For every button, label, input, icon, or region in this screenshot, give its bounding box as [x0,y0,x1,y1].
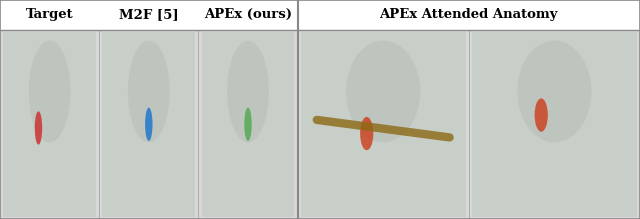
Bar [0,0,640,30]
Bar [102,32,195,217]
Ellipse shape [128,41,170,142]
Text: M2F [5]: M2F [5] [119,8,179,21]
Bar [3,32,96,217]
Bar [202,32,294,217]
Ellipse shape [517,41,591,142]
Bar [468,30,640,219]
Bar [298,30,468,219]
Ellipse shape [534,98,548,132]
Bar [472,32,637,217]
Ellipse shape [145,108,152,141]
Text: APEx Attended Anatomy: APEx Attended Anatomy [380,8,558,21]
Ellipse shape [29,41,70,142]
Bar [198,30,298,219]
Bar [301,32,465,217]
Ellipse shape [35,111,42,145]
Text: Target: Target [26,8,74,21]
Text: APEx (ours): APEx (ours) [204,8,292,21]
Ellipse shape [360,117,373,150]
Ellipse shape [346,41,420,142]
Bar [99,30,198,219]
Ellipse shape [244,108,252,141]
Bar [0,30,99,219]
Ellipse shape [227,41,269,142]
